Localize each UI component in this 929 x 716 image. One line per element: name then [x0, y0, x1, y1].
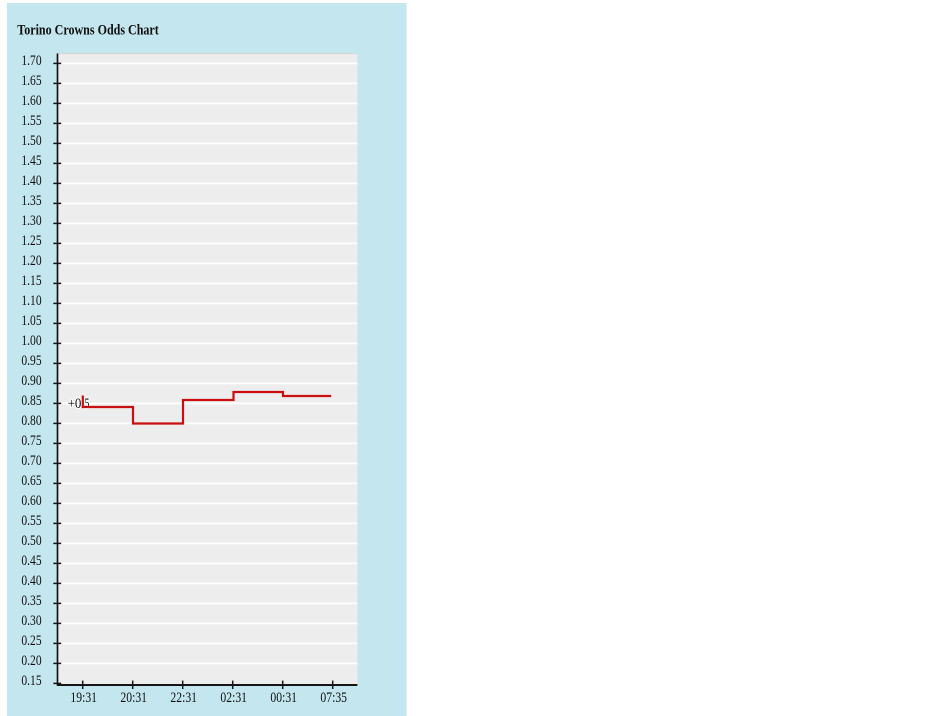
- svg-text:0.50: 0.50: [21, 533, 41, 549]
- svg-text:1.10: 1.10: [21, 293, 41, 309]
- svg-text:1.05: 1.05: [21, 313, 41, 329]
- svg-text:1.50: 1.50: [21, 133, 41, 149]
- svg-text:Torino Crowns Odds Chart: Torino Crowns Odds Chart: [17, 23, 159, 39]
- svg-text:1.40: 1.40: [21, 173, 41, 189]
- svg-text:0.60: 0.60: [21, 493, 41, 509]
- svg-text:0.55: 0.55: [21, 513, 41, 529]
- svg-text:0.90: 0.90: [21, 373, 41, 389]
- svg-text:0.80: 0.80: [21, 413, 41, 429]
- svg-text:1.30: 1.30: [21, 213, 41, 229]
- svg-text:0.85: 0.85: [21, 393, 41, 409]
- svg-text:0.25: 0.25: [21, 633, 41, 649]
- svg-text:0.40: 0.40: [21, 573, 41, 589]
- svg-text:1.20: 1.20: [21, 253, 41, 269]
- svg-text:1.35: 1.35: [21, 193, 41, 209]
- svg-text:0.70: 0.70: [21, 453, 41, 469]
- svg-text:0.45: 0.45: [21, 553, 41, 569]
- svg-text:0.65: 0.65: [21, 473, 41, 489]
- svg-text:1.70: 1.70: [21, 53, 41, 69]
- svg-text:0.75: 0.75: [21, 433, 41, 449]
- svg-text:0.15: 0.15: [21, 673, 41, 689]
- svg-text:0.95: 0.95: [21, 353, 41, 369]
- svg-text:1.25: 1.25: [21, 233, 41, 249]
- svg-text:5: 5: [85, 396, 90, 412]
- svg-text:1.00: 1.00: [21, 333, 41, 349]
- svg-text:22:31: 22:31: [170, 690, 197, 706]
- svg-text:1.55: 1.55: [21, 113, 41, 129]
- svg-text:19:31: 19:31: [70, 690, 97, 706]
- svg-text:07:35: 07:35: [320, 690, 347, 706]
- svg-text:0.35: 0.35: [21, 593, 41, 609]
- svg-text:0.20: 0.20: [21, 653, 41, 669]
- svg-text:1.45: 1.45: [21, 153, 41, 169]
- svg-text:+0: +0: [68, 396, 82, 412]
- svg-text:1.65: 1.65: [21, 73, 41, 89]
- svg-text:1.60: 1.60: [21, 93, 41, 109]
- svg-text:20:31: 20:31: [120, 690, 147, 706]
- svg-text:00:31: 00:31: [270, 690, 297, 706]
- svg-text:1.15: 1.15: [21, 273, 41, 289]
- svg-text:02:31: 02:31: [220, 690, 247, 706]
- svg-text:0.30: 0.30: [21, 613, 41, 629]
